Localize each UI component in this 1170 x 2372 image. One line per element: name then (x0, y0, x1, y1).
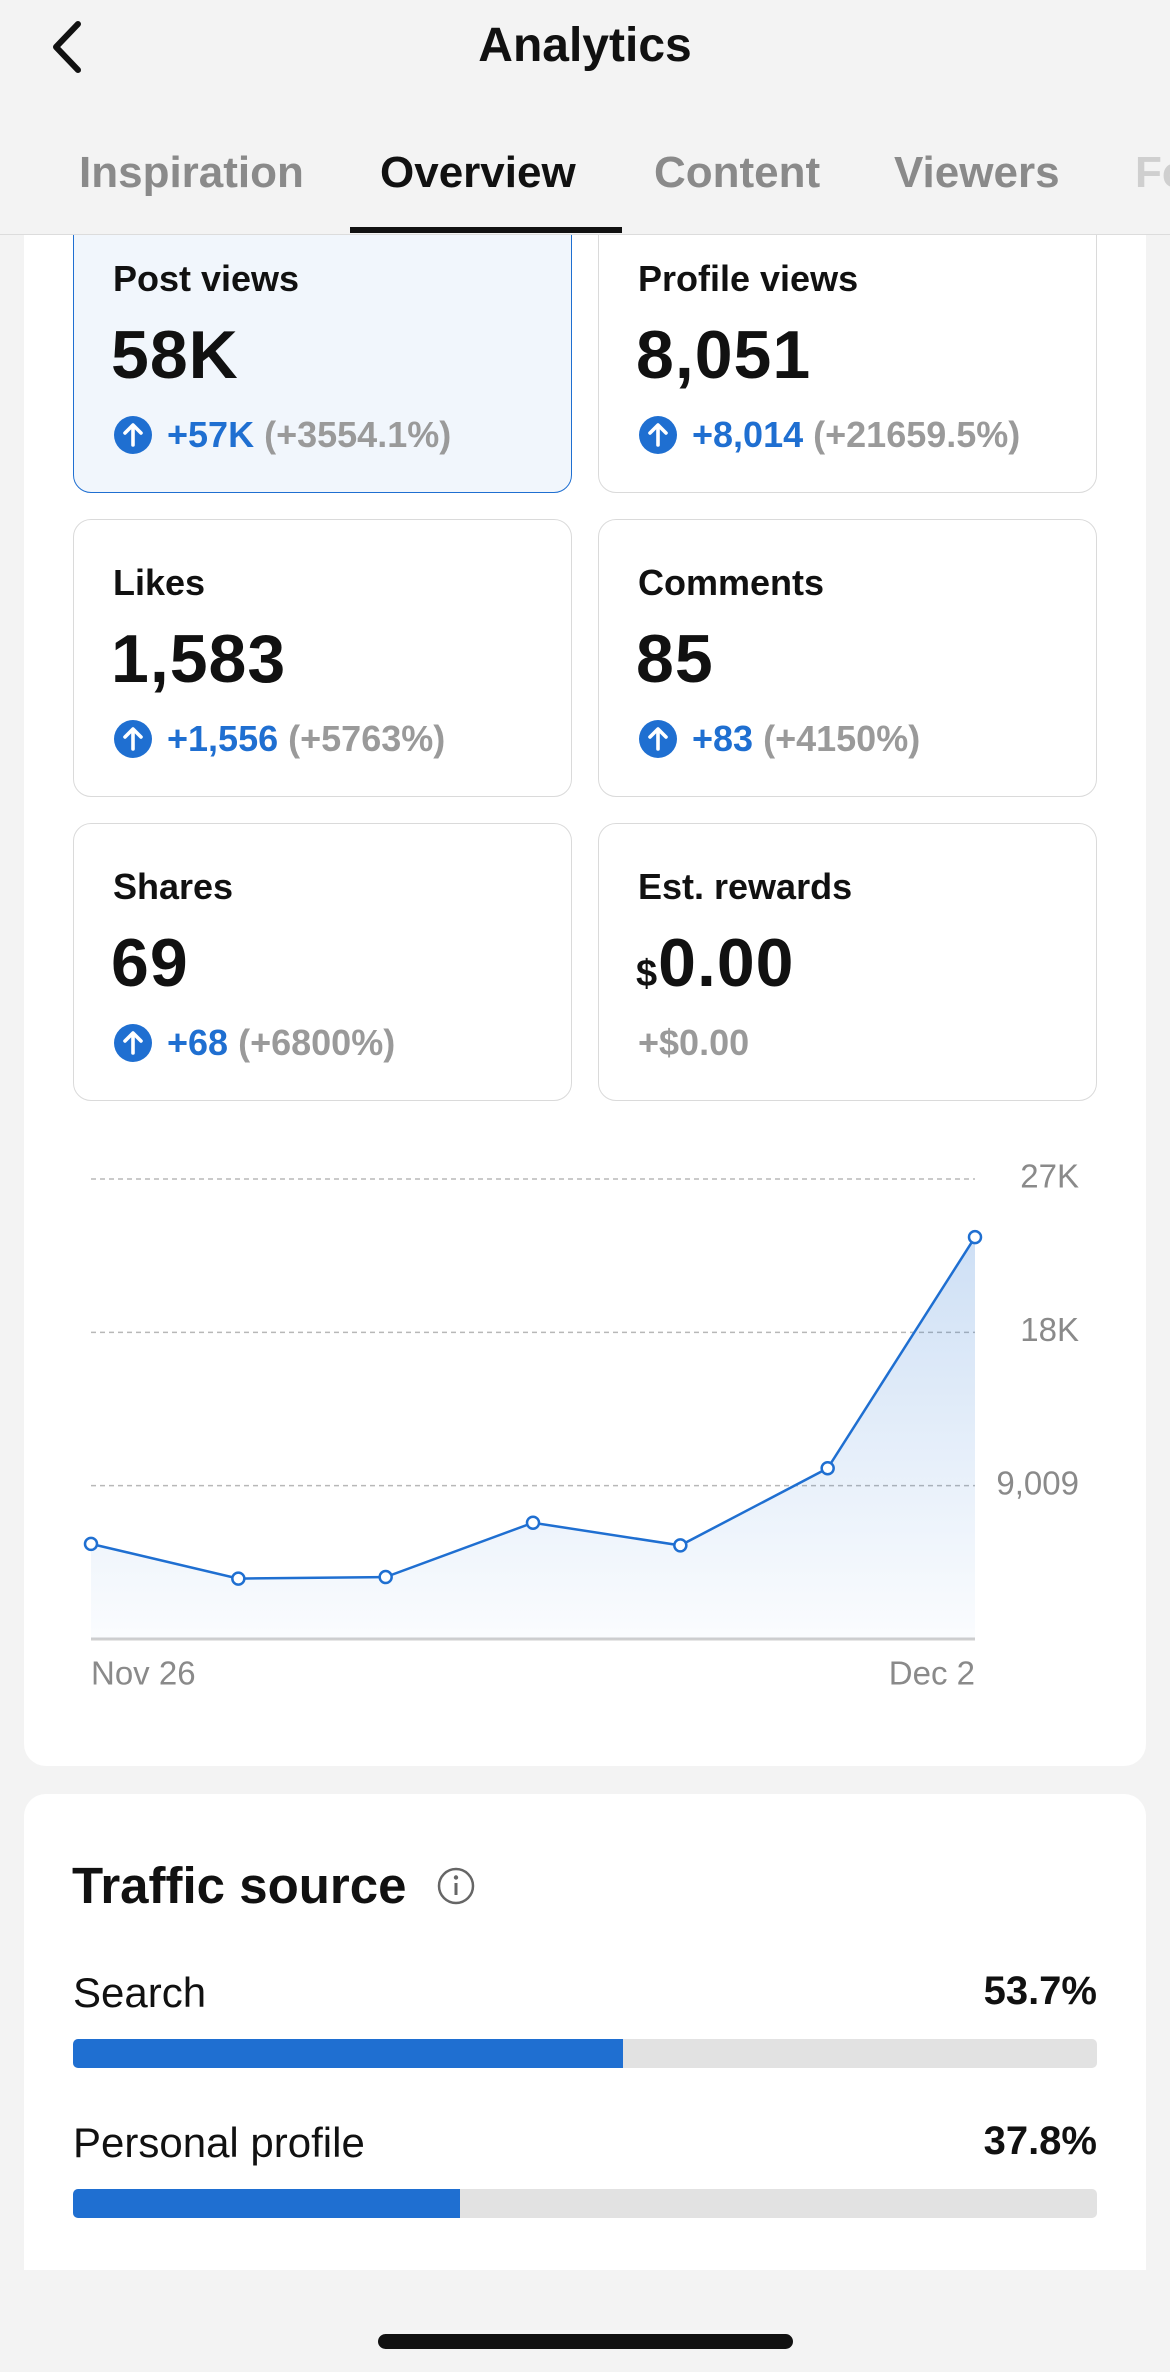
change-amount: +68 (167, 1022, 229, 1063)
metric-number: 1,583 (111, 621, 287, 697)
source-name: Search (73, 1969, 207, 2016)
source-name: Personal profile (73, 2119, 365, 2166)
source-percent: 53.7% (983, 1969, 1097, 2013)
metric-card[interactable]: Est. rewards $0.00 +$0.00 (598, 823, 1097, 1101)
area (91, 1237, 975, 1639)
metric-change: +57K (+3554.1%) (113, 414, 451, 456)
y-tick-label: 27K (1020, 1158, 1079, 1195)
change-percent: (+5763%) (288, 718, 446, 759)
top-bar: Analytics Inspiration Overview Content View… (0, 0, 1170, 235)
metric-label: Likes (113, 562, 206, 603)
metric-value: 69 (111, 924, 189, 1002)
metric-card[interactable]: Comments 85 +83 (+4150%) (598, 519, 1097, 797)
progress-track (73, 2039, 1097, 2068)
change-percent: +$0.00 (638, 1022, 750, 1063)
y-tick-label: 18K (1020, 1311, 1079, 1348)
metric-number: 8,051 (636, 317, 812, 393)
tab[interactable]: Inspiration (79, 148, 304, 197)
tab[interactable]: Fo (1135, 148, 1170, 197)
metric-change: +8,014 (+21659.5%) (638, 414, 1020, 456)
metric-value: $0.00 (636, 924, 795, 1002)
metric-label: Post views (113, 258, 300, 299)
progress-track (73, 2189, 1097, 2218)
metric-card[interactable]: Likes 1,583 +1,556 (+5763%) (73, 519, 572, 797)
currency-symbol: $ (636, 953, 659, 995)
tab[interactable]: Overview (380, 148, 576, 197)
change-percent: (+4150%) (763, 718, 921, 759)
progress-bar (73, 2189, 461, 2218)
traffic-title: Traffic source (72, 1857, 407, 1914)
traffic-source-panel: Traffic source Search 53.7% Personal profi… (24, 1794, 1146, 2270)
up-arrow-icon (639, 720, 677, 758)
change-amount: +8,014 (692, 414, 804, 455)
tab-underline (350, 227, 622, 233)
up-arrow-icon (114, 720, 152, 758)
change-percent: (+21659.5%) (813, 414, 1021, 455)
metric-label: Est. rewards (638, 866, 853, 907)
metric-number: 0.00 (658, 925, 795, 1001)
metric-change: +1,556 (+5763%) (113, 718, 445, 760)
metric-value: 1,583 (111, 620, 286, 698)
point (83, 1536, 99, 1552)
change-percent: (+6800%) (238, 1022, 396, 1063)
metric-label: Profile views (638, 258, 859, 299)
x-tick-label: Dec 2 (889, 1655, 975, 1692)
change-percent: (+3554.1%) (264, 414, 452, 455)
metric-change: +68 (+6800%) (113, 1022, 395, 1064)
metric-card[interactable]: Post views 58K +57K (+3554.1%) (73, 215, 572, 493)
metric-card[interactable]: Profile views 8,051 +8,014 (+21659.5%) (598, 215, 1097, 493)
y-tick-label: 9,009 (996, 1464, 1079, 1501)
home-indicator (378, 2334, 793, 2349)
metric-value: 85 (636, 620, 714, 698)
point (820, 1461, 835, 1476)
point (231, 1571, 246, 1586)
change-amount: +1,556 (167, 718, 279, 759)
metric-number: 85 (636, 621, 714, 697)
progress-bar (73, 2039, 623, 2068)
x-tick-label: Nov 26 (91, 1655, 196, 1692)
back-button[interactable] (44, 20, 88, 74)
source-percent: 37.8% (983, 2119, 1097, 2163)
metric-label: Shares (113, 866, 234, 907)
up-arrow-icon (639, 416, 677, 454)
info-icon[interactable] (434, 1864, 478, 1908)
point (378, 1569, 393, 1585)
point (525, 1515, 541, 1531)
point (967, 1229, 983, 1245)
tab[interactable]: Content (654, 148, 821, 197)
tab[interactable]: Viewers (894, 148, 1060, 197)
metric-number: 58K (111, 317, 239, 393)
up-arrow-icon (114, 416, 152, 454)
change-amount: +83 (692, 718, 754, 759)
metric-number: 69 (111, 925, 189, 1001)
metric-card[interactable]: Shares 69 +68 (+6800%) (73, 823, 572, 1101)
metric-value: 58K (111, 316, 239, 394)
views-chart: 9,009 18K 27K Nov 26 Dec 2 (83, 1158, 1079, 1692)
metric-change: +83 (+4150%) (638, 718, 920, 760)
point (673, 1538, 688, 1553)
page-title: Analytics (478, 19, 692, 72)
up-arrow-icon (114, 1024, 152, 1062)
metric-change: +$0.00 (638, 1022, 749, 1064)
change-amount: +57K (167, 414, 255, 455)
metric-value: 8,051 (636, 316, 811, 394)
metric-label: Comments (638, 562, 825, 603)
